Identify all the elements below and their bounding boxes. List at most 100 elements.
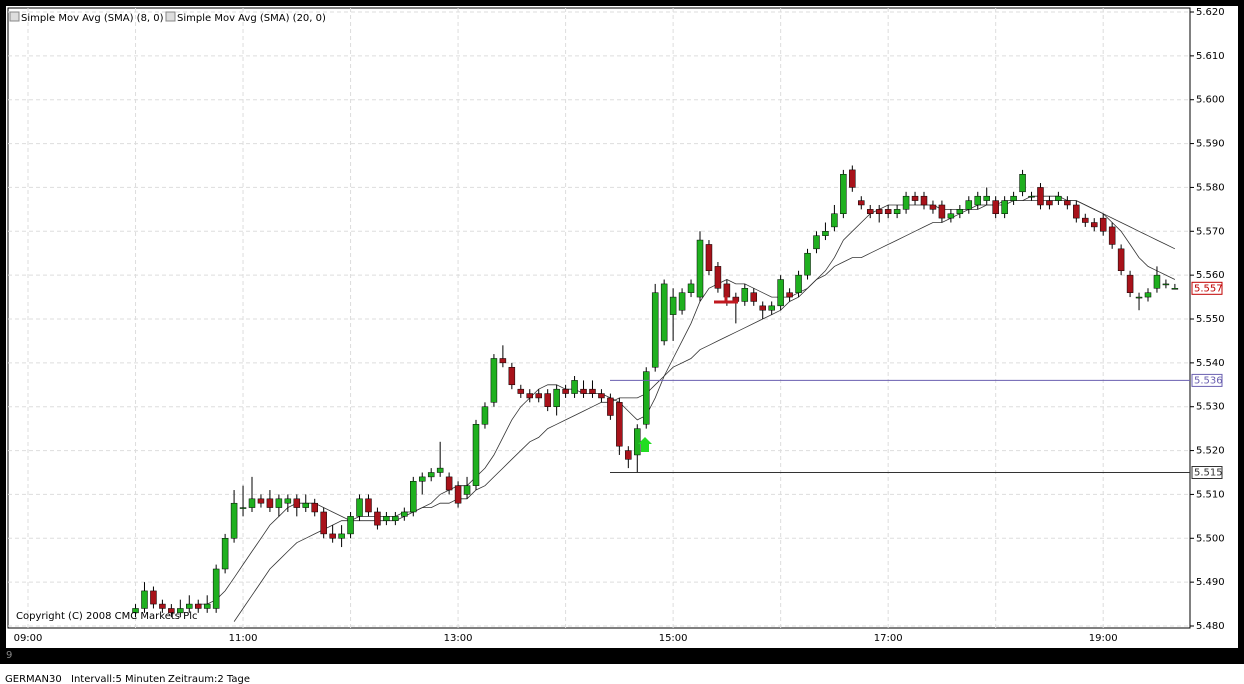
candle-body (177, 608, 184, 614)
candle-body (150, 590, 157, 605)
y-tick-label: 5.610 (1196, 51, 1225, 62)
candle-body (1001, 200, 1008, 214)
x-tick-label: 13:00 (444, 633, 473, 644)
y-tick-label: 5.590 (1196, 139, 1225, 150)
candle-body (1171, 288, 1179, 290)
candle-body (463, 485, 471, 495)
status-bar: GERMAN30 Intervall:5 Minuten Zeitraum:2 … (5, 674, 250, 684)
x-tick-label: 15:00 (659, 633, 688, 644)
candle-body (401, 511, 408, 517)
candle-body (553, 388, 560, 407)
y-tick-label: 5.490 (1196, 577, 1225, 588)
legend-entry: Simple Mov Avg (SMA) (8, 0) (21, 13, 164, 24)
candle-body (831, 213, 838, 228)
candle-body (347, 516, 354, 535)
candle-body (221, 538, 229, 570)
candle-body (392, 516, 399, 521)
y-tick-label: 5.560 (1196, 270, 1225, 281)
candle-body (168, 608, 175, 614)
y-tick-label: 5.510 (1196, 489, 1225, 500)
candle-body (813, 235, 820, 250)
candle-body (266, 498, 274, 508)
y-tick-label: 5.530 (1196, 402, 1225, 413)
candle-body (1108, 226, 1116, 245)
candle-body (849, 169, 856, 188)
candle-body (616, 402, 623, 447)
candle-body (1135, 296, 1143, 299)
candle-body (651, 292, 659, 368)
y-tick-label: 5.600 (1196, 95, 1225, 106)
legend: Simple Mov Avg (SMA) (8, 0) Simple Mov A… (9, 11, 326, 24)
buy-arrow (638, 437, 652, 452)
y-tick-label: 5.540 (1196, 358, 1225, 369)
candle-body (1073, 204, 1080, 219)
candle-body (1126, 274, 1134, 293)
legend-icon[interactable] (165, 11, 176, 22)
sma-line (233, 200, 1176, 622)
candle-body (840, 174, 847, 214)
candle-body (1082, 217, 1089, 223)
candle-body (436, 467, 444, 473)
legend-icon[interactable] (9, 11, 20, 22)
level-label: 5.536 (1194, 375, 1223, 386)
status-symbol: GERMAN30 (5, 674, 62, 684)
status-interval: Intervall:5 Minuten (71, 674, 165, 684)
candle-body (777, 279, 784, 307)
sma-line (198, 195, 1176, 605)
candle-body (374, 511, 381, 526)
level-label-box (1191, 373, 1223, 387)
candle-body (257, 498, 265, 504)
plot-area (7, 7, 1191, 629)
candle-body (822, 231, 829, 236)
copyright: Copyright (C) 2008 CMC Markets Plc (16, 611, 197, 622)
candle-body (607, 397, 614, 416)
candle-body (902, 195, 910, 210)
candle-body (329, 533, 336, 539)
candle-body (660, 283, 668, 342)
candle-body (759, 305, 766, 311)
candle-body (338, 533, 345, 539)
candle-body (1037, 187, 1044, 206)
candle-body (427, 472, 435, 478)
candle-body (481, 406, 489, 425)
candle-body (1028, 195, 1035, 198)
candle-body (911, 195, 919, 201)
candle-body (598, 393, 605, 399)
x-tick-label: 19:00 (1089, 633, 1118, 644)
candle-body (132, 608, 139, 614)
candle-body (866, 209, 874, 214)
candle-body (795, 274, 802, 293)
candle-body (1055, 195, 1062, 201)
legend-entry: Simple Mov Avg (SMA) (20, 0) (177, 13, 326, 24)
candle-body (1064, 200, 1071, 206)
marks (132, 165, 1179, 622)
candle-body (499, 358, 507, 364)
candle-body (1144, 292, 1152, 298)
candle-body (580, 388, 587, 394)
candle-body (490, 358, 498, 403)
candle-body (302, 502, 310, 508)
candle-body (634, 428, 641, 456)
candle-body (992, 200, 999, 214)
candle-body (750, 292, 758, 302)
candle-body (293, 498, 301, 508)
last-price-box (1191, 281, 1223, 295)
candle-body (974, 195, 982, 206)
candle-body (248, 498, 256, 508)
candle-body (956, 209, 964, 214)
candle-body (714, 266, 722, 289)
candle-body (947, 213, 955, 219)
x-tick-label: 11:00 (229, 633, 258, 644)
y-tick-label: 5.570 (1196, 226, 1225, 237)
candle-body (1046, 200, 1053, 206)
candle-body (804, 252, 811, 276)
candle-body (1153, 274, 1161, 289)
candle-body (723, 283, 731, 298)
candle-body (669, 296, 677, 315)
candle-body (212, 568, 220, 609)
level-label: 5.515 (1194, 468, 1223, 479)
candle-body (186, 603, 193, 609)
candle-body (858, 200, 865, 206)
candle-body (562, 388, 569, 394)
candle-body (589, 388, 596, 394)
